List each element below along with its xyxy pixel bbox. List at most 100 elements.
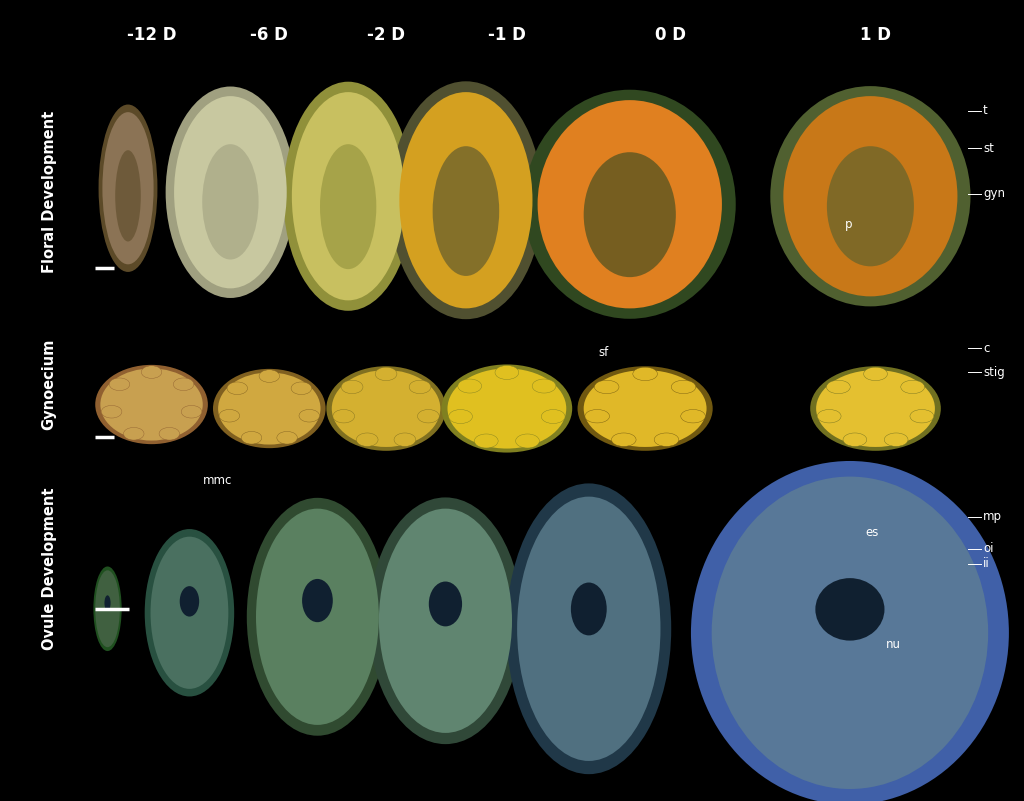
Ellipse shape (863, 367, 888, 380)
Ellipse shape (585, 409, 609, 423)
Text: -12 D: -12 D (127, 26, 176, 43)
Ellipse shape (100, 368, 203, 441)
Ellipse shape (571, 582, 606, 635)
Ellipse shape (441, 364, 572, 453)
Ellipse shape (174, 96, 287, 288)
Text: Gynoecium: Gynoecium (42, 339, 56, 430)
Ellipse shape (783, 96, 957, 296)
Ellipse shape (276, 432, 297, 444)
Ellipse shape (394, 433, 416, 446)
Ellipse shape (542, 409, 565, 424)
Ellipse shape (379, 509, 512, 733)
Text: es: es (865, 526, 879, 539)
Text: mmc: mmc (203, 474, 231, 487)
Ellipse shape (815, 578, 885, 641)
Ellipse shape (584, 370, 707, 447)
Ellipse shape (356, 433, 378, 446)
Ellipse shape (369, 497, 522, 744)
Ellipse shape (495, 365, 519, 380)
Ellipse shape (332, 370, 440, 447)
Ellipse shape (102, 112, 154, 264)
Ellipse shape (691, 461, 1009, 801)
Text: sf: sf (598, 346, 608, 359)
Ellipse shape (654, 433, 679, 446)
Ellipse shape (827, 146, 914, 266)
Text: -1 D: -1 D (488, 26, 525, 43)
Ellipse shape (299, 409, 319, 422)
Text: -6 D: -6 D (251, 26, 288, 43)
Text: st: st (983, 142, 994, 155)
Text: 1 D: 1 D (860, 26, 891, 43)
Ellipse shape (95, 570, 120, 647)
Ellipse shape (389, 82, 543, 320)
Ellipse shape (247, 497, 388, 735)
Text: oi: oi (983, 542, 993, 555)
Ellipse shape (124, 428, 144, 440)
Text: Floral Development: Floral Development (42, 111, 56, 273)
Ellipse shape (538, 100, 722, 308)
Ellipse shape (843, 433, 866, 446)
Ellipse shape (810, 366, 941, 451)
Text: t: t (983, 104, 988, 117)
Ellipse shape (242, 432, 262, 444)
Ellipse shape (213, 368, 326, 449)
Ellipse shape (166, 87, 295, 298)
Ellipse shape (259, 370, 280, 382)
Ellipse shape (180, 586, 199, 617)
Ellipse shape (474, 434, 498, 448)
Text: gyn: gyn (983, 187, 1005, 200)
Ellipse shape (816, 370, 935, 447)
Ellipse shape (523, 90, 736, 319)
Ellipse shape (594, 380, 618, 393)
Ellipse shape (447, 368, 566, 449)
Ellipse shape (227, 382, 248, 395)
Text: stig: stig (983, 366, 1005, 379)
Ellipse shape (633, 367, 657, 380)
Ellipse shape (292, 92, 404, 300)
Ellipse shape (110, 378, 130, 391)
Ellipse shape (399, 92, 532, 308)
Ellipse shape (173, 378, 194, 391)
Ellipse shape (115, 150, 141, 242)
Ellipse shape (219, 409, 240, 422)
Ellipse shape (141, 366, 162, 378)
Ellipse shape (327, 366, 445, 451)
Ellipse shape (672, 380, 696, 393)
Ellipse shape (151, 537, 228, 689)
Ellipse shape (93, 566, 122, 651)
Ellipse shape (532, 379, 556, 393)
Ellipse shape (429, 582, 462, 626)
Ellipse shape (885, 433, 908, 446)
Ellipse shape (449, 409, 472, 424)
Ellipse shape (104, 595, 111, 610)
Ellipse shape (516, 434, 540, 448)
Ellipse shape (901, 380, 925, 393)
Ellipse shape (681, 409, 706, 423)
Ellipse shape (284, 82, 413, 311)
Ellipse shape (611, 433, 636, 446)
Ellipse shape (159, 428, 179, 440)
Ellipse shape (144, 529, 234, 697)
Text: p: p (845, 218, 852, 231)
Ellipse shape (375, 367, 397, 380)
Text: 0 D: 0 D (655, 26, 686, 43)
Text: -2 D: -2 D (367, 26, 406, 43)
Ellipse shape (181, 405, 202, 418)
Ellipse shape (506, 483, 672, 774)
Ellipse shape (302, 579, 333, 622)
Ellipse shape (578, 366, 713, 451)
Ellipse shape (341, 380, 362, 393)
Text: mp: mp (983, 510, 1002, 523)
Ellipse shape (712, 477, 988, 789)
Ellipse shape (101, 405, 122, 418)
Ellipse shape (584, 152, 676, 277)
Ellipse shape (291, 382, 311, 395)
Ellipse shape (418, 409, 439, 423)
Ellipse shape (826, 380, 850, 393)
Text: nu: nu (886, 638, 900, 651)
Ellipse shape (458, 379, 481, 393)
Ellipse shape (817, 409, 841, 423)
Ellipse shape (910, 409, 934, 423)
Ellipse shape (432, 146, 500, 276)
Ellipse shape (770, 86, 971, 306)
